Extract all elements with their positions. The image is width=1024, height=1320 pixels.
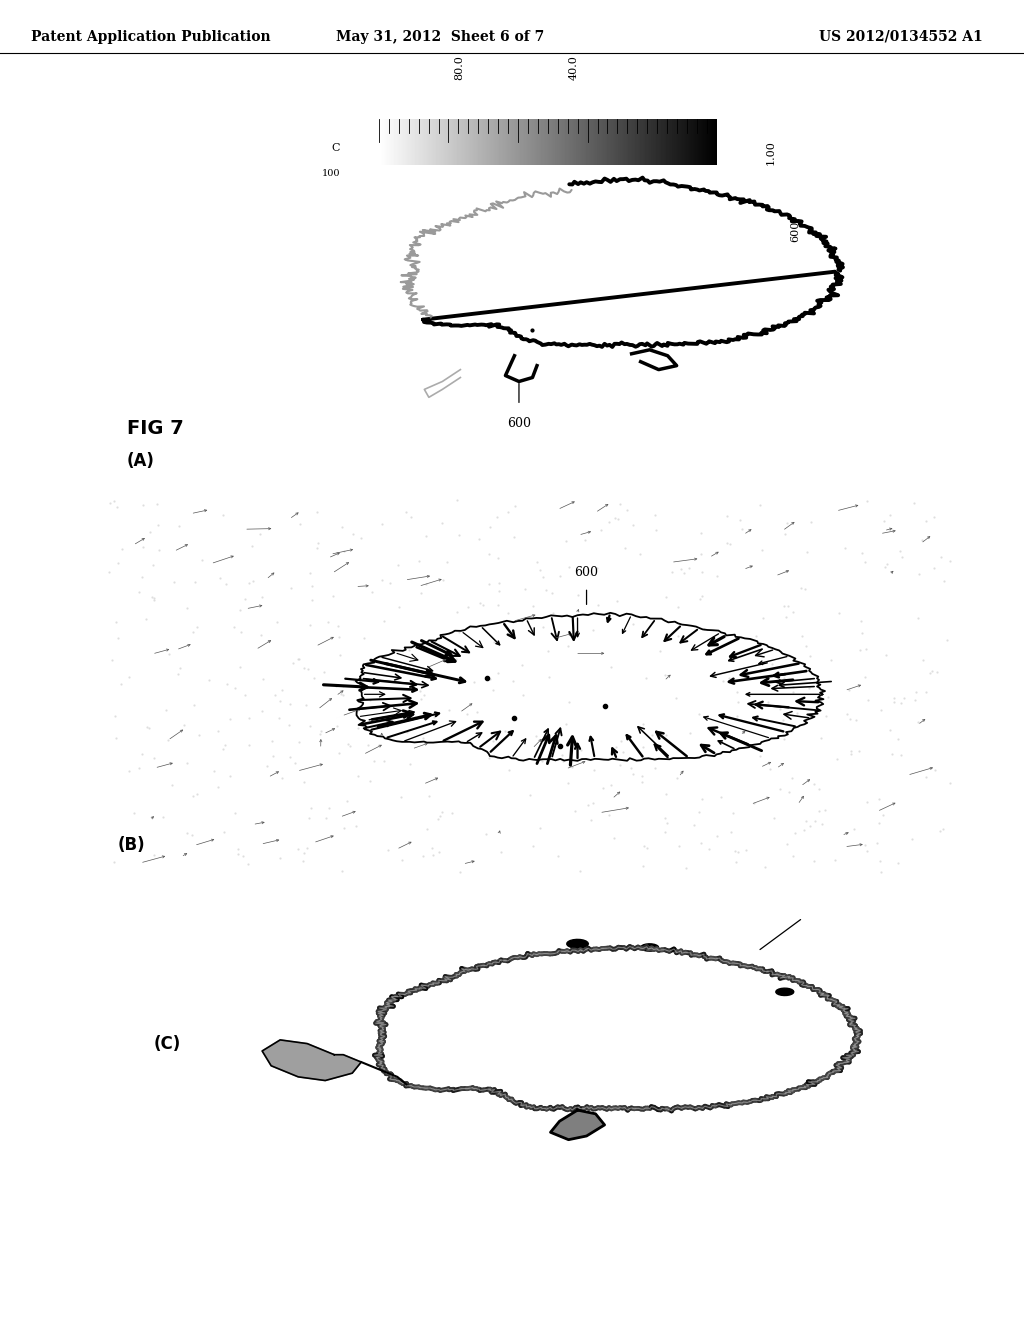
Polygon shape	[641, 944, 658, 952]
Text: 600: 600	[507, 417, 531, 430]
Text: 1.00: 1.00	[766, 140, 776, 165]
Text: May 31, 2012  Sheet 6 of 7: May 31, 2012 Sheet 6 of 7	[336, 30, 545, 44]
Text: 600: 600	[791, 220, 801, 243]
Text: Patent Application Publication: Patent Application Publication	[31, 30, 270, 44]
Polygon shape	[262, 1040, 361, 1081]
Text: (B): (B)	[118, 836, 145, 854]
Polygon shape	[551, 1110, 604, 1139]
Text: 40.0: 40.0	[568, 54, 579, 79]
Polygon shape	[776, 989, 794, 995]
Text: (C): (C)	[154, 1035, 181, 1052]
Text: (A): (A)	[127, 451, 155, 470]
Polygon shape	[567, 940, 589, 948]
Text: 600: 600	[574, 566, 599, 579]
Text: 80.0: 80.0	[454, 54, 464, 79]
Text: US 2012/0134552 A1: US 2012/0134552 A1	[819, 30, 983, 44]
Text: C: C	[332, 143, 340, 153]
Text: FIG 7: FIG 7	[127, 420, 183, 438]
Text: 100: 100	[322, 169, 340, 178]
